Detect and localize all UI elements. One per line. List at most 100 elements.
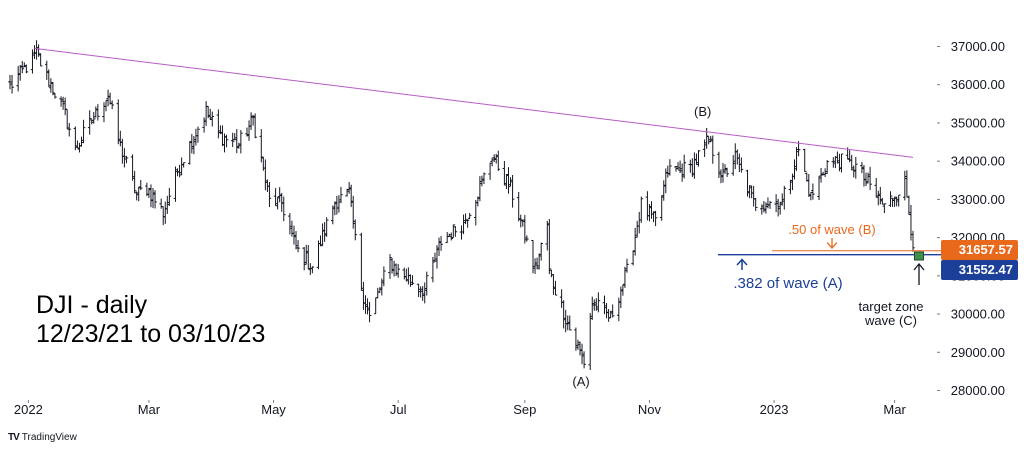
ohlc-bar bbox=[778, 201, 783, 215]
ohlc-bar bbox=[506, 167, 511, 194]
ohlc-bar bbox=[275, 196, 280, 210]
ohlc-bar bbox=[633, 227, 637, 256]
ohlc-bar bbox=[210, 111, 215, 127]
y-tick-label: 28000.00 bbox=[951, 383, 1005, 398]
ohlc-bar bbox=[51, 82, 55, 96]
ohlc-bar bbox=[351, 195, 356, 229]
ohlc-bar bbox=[424, 271, 429, 296]
ohlc-bar bbox=[49, 78, 53, 93]
ohlc-bar bbox=[617, 297, 621, 322]
ohlc-bar bbox=[888, 191, 893, 207]
ohlc-bar bbox=[647, 204, 652, 222]
ohlc-bar bbox=[161, 206, 166, 226]
ohlc-bar bbox=[110, 100, 114, 110]
tradingview-brand: TradingView bbox=[21, 432, 77, 443]
ohlc-bar bbox=[94, 106, 98, 118]
ohlc-bar bbox=[809, 192, 813, 201]
ohlc-bar bbox=[764, 202, 768, 214]
x-tick-label: 2022 bbox=[14, 402, 43, 417]
y-tick-label: 34000.00 bbox=[951, 154, 1005, 169]
ohlc-bar bbox=[259, 129, 264, 163]
resistance-trendline[interactable] bbox=[34, 47, 914, 158]
ohlc-bar bbox=[79, 136, 84, 147]
ohlc-bar bbox=[339, 186, 343, 204]
ohlc-bar bbox=[396, 263, 400, 278]
ohlc-bar bbox=[621, 284, 625, 296]
ohlc-bar bbox=[216, 109, 221, 139]
ohlc-bar bbox=[104, 100, 108, 112]
time-axis[interactable]: 2022 Mar May Jul Sep Nov 2023 Mar bbox=[14, 400, 907, 417]
ohlc-bar bbox=[91, 111, 96, 124]
ohlc-bar bbox=[780, 193, 785, 206]
ohlc-bar bbox=[153, 190, 157, 209]
ohlc-bar bbox=[333, 201, 337, 216]
ohlc-bar bbox=[418, 286, 423, 298]
ohlc-bar bbox=[682, 154, 686, 179]
ohlc-bar bbox=[433, 252, 437, 262]
ohlc-bar bbox=[747, 185, 752, 199]
ohlc-bar bbox=[410, 275, 415, 286]
ohlc-bar bbox=[563, 309, 568, 333]
ohlc-bar bbox=[294, 231, 298, 250]
ohlc-bar bbox=[745, 169, 750, 197]
price-axis[interactable]: 37000.00 36000.00 35000.00 34000.00 33000.00… bbox=[937, 39, 1005, 398]
ohlc-bar bbox=[416, 283, 421, 298]
ohlc-bar bbox=[606, 308, 611, 322]
ohlc-bar bbox=[147, 187, 151, 198]
ohlc-bar bbox=[688, 159, 693, 173]
ohlc-bar bbox=[874, 177, 879, 198]
ohlc-bar bbox=[817, 175, 821, 201]
ohlc-bar bbox=[365, 298, 370, 315]
ohlc-bar bbox=[261, 156, 266, 171]
ohlc-bar bbox=[567, 315, 572, 331]
ohlc-bar bbox=[149, 184, 153, 208]
ohlc-bar bbox=[136, 186, 141, 202]
ohlc-bar bbox=[792, 159, 797, 180]
ohlc-bar bbox=[361, 281, 366, 310]
ohlc-bar bbox=[719, 169, 723, 184]
ohlc-bar bbox=[488, 162, 492, 180]
target-zone-marker[interactable] bbox=[914, 251, 924, 261]
ohlc-bar bbox=[435, 245, 439, 269]
ohlc-bar bbox=[208, 108, 213, 120]
y-tick-label: 29000.00 bbox=[951, 345, 1005, 360]
ohlc-bar bbox=[422, 282, 427, 304]
ohlc-bar bbox=[322, 222, 327, 242]
ohlc-bar bbox=[445, 232, 449, 244]
ohlc-bar bbox=[604, 302, 609, 319]
ohlc-bar bbox=[911, 230, 915, 252]
tradingview-attribution[interactable]: TV TradingView bbox=[8, 432, 77, 443]
ohlc-bar bbox=[324, 217, 329, 237]
ohlc-bar bbox=[279, 193, 284, 212]
ohlc-bar bbox=[594, 298, 599, 311]
ohlc-bar bbox=[480, 175, 484, 187]
fib-382-wave-a-label: .382 of wave (A) bbox=[733, 275, 842, 292]
ohlc-bar bbox=[151, 188, 155, 209]
ohlc-bar bbox=[588, 313, 593, 371]
ohlc-bar bbox=[592, 299, 597, 311]
ohlc-bar bbox=[788, 179, 793, 195]
ohlc-bar bbox=[651, 211, 656, 223]
ohlc-bar bbox=[67, 123, 72, 137]
ohlc-bar bbox=[44, 60, 49, 80]
ohlc-bar bbox=[596, 292, 601, 313]
ohlc-bar bbox=[304, 244, 309, 265]
ohlc-bar bbox=[318, 235, 323, 247]
ohlc-bar bbox=[753, 197, 758, 212]
ohlc-bar bbox=[359, 232, 364, 291]
ohlc-bar bbox=[851, 165, 856, 178]
ohlc-bar bbox=[796, 141, 801, 157]
ohlc-bar bbox=[273, 188, 278, 207]
ohlc-bar bbox=[96, 104, 100, 121]
ohlc-bar bbox=[890, 197, 895, 207]
ohlc-bar bbox=[735, 149, 740, 165]
ohlc-bar bbox=[102, 102, 106, 123]
ohlc-bar bbox=[349, 184, 353, 208]
ohlc-bar bbox=[690, 158, 695, 177]
ohlc-bar bbox=[249, 112, 253, 130]
ohlc-bar bbox=[678, 160, 682, 174]
ohlc-bar bbox=[130, 154, 135, 181]
black-arrow-head bbox=[913, 262, 925, 271]
ohlc-bar bbox=[774, 194, 778, 213]
